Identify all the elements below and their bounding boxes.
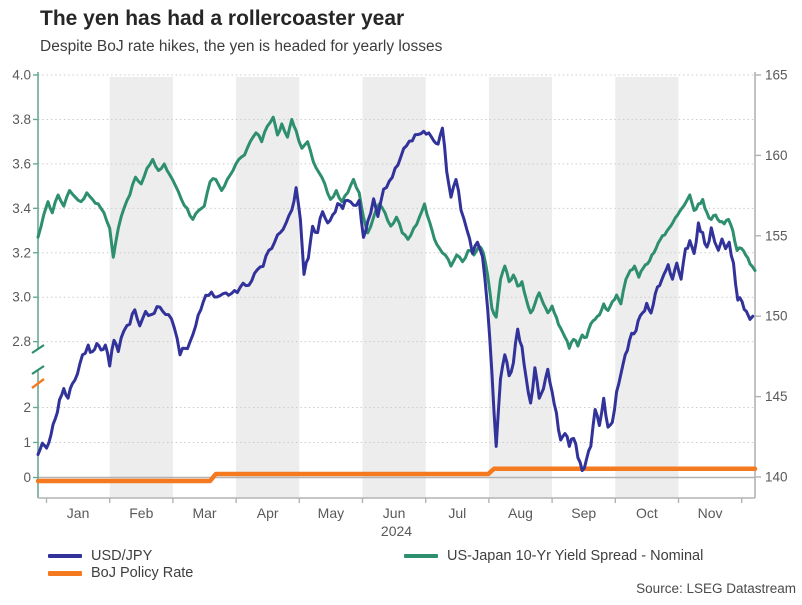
right-axis-tick-label: 150 bbox=[765, 309, 788, 324]
left-axis-tick-label: 2.8 bbox=[12, 334, 31, 349]
right-axis-tick-label: 160 bbox=[765, 148, 788, 163]
usdjpy-line-swatch bbox=[48, 554, 82, 558]
left-axis-tick-label: 3.4 bbox=[12, 201, 31, 216]
usdjpy-line bbox=[36, 126, 755, 473]
left-axis-tick-label: 3.6 bbox=[12, 156, 31, 171]
axis-break-mark-green-upper bbox=[31, 344, 45, 354]
yield-spread-line-swatch bbox=[404, 554, 438, 558]
legend-item-boj-rate: BoJ Policy Rate bbox=[48, 565, 193, 581]
boj-rate-line-swatch bbox=[48, 570, 82, 576]
month-label: May bbox=[318, 505, 344, 521]
month-label: Nov bbox=[698, 505, 723, 521]
boj-policy-rate-line bbox=[35, 466, 758, 484]
legend-item-usdjpy: USD/JPY bbox=[48, 548, 152, 564]
legend-label-yield-spread: US-Japan 10-Yr Yield Spread - Nominal bbox=[447, 548, 704, 564]
source-text: Source: LSEG Datastream bbox=[636, 581, 796, 596]
right-axis-tick-label: 155 bbox=[765, 228, 788, 243]
month-band bbox=[362, 77, 426, 498]
left-axis-tick-label: 2 bbox=[23, 400, 31, 415]
month-label: Jan bbox=[67, 505, 90, 521]
month-label: Sep bbox=[571, 505, 596, 521]
left-axis-tick-label: 0 bbox=[23, 470, 31, 485]
month-band bbox=[615, 77, 679, 498]
legend-item-yield-spread: US-Japan 10-Yr Yield Spread - Nominal bbox=[404, 548, 703, 564]
year-label: 2024 bbox=[381, 523, 412, 539]
month-label: Jul bbox=[448, 505, 466, 521]
right-axis-tick-label: 140 bbox=[765, 470, 788, 485]
legend-label-boj-rate: BoJ Policy Rate bbox=[91, 565, 194, 581]
right-axis-tick-label: 165 bbox=[765, 68, 788, 83]
month-band bbox=[109, 77, 173, 498]
month-label: Feb bbox=[129, 505, 153, 521]
left-axis-tick-label: 1 bbox=[23, 435, 31, 450]
month-label: Jun bbox=[383, 505, 406, 521]
month-label: Oct bbox=[636, 505, 658, 521]
month-label: Mar bbox=[192, 505, 216, 521]
right-axis-tick-label: 145 bbox=[765, 389, 788, 404]
chart-title: The yen has had a rollercoaster year bbox=[40, 7, 405, 30]
month-label: Apr bbox=[257, 505, 279, 521]
axis-break-mark-green-lower bbox=[31, 365, 45, 375]
left-axis-tick-label: 3.2 bbox=[12, 245, 31, 260]
month-label: Aug bbox=[508, 505, 533, 521]
left-axis-tick-label: 3.8 bbox=[12, 112, 31, 127]
left-axis-tick-label: 3.0 bbox=[12, 290, 31, 305]
month-band bbox=[236, 77, 300, 498]
yield-spread-line bbox=[36, 115, 757, 350]
left-axis-tick-label: 4.0 bbox=[12, 68, 31, 83]
chart-subtitle: Despite BoJ rate hikes, the yen is heade… bbox=[40, 38, 443, 55]
legend-label-usdjpy: USD/JPY bbox=[91, 548, 153, 564]
axis-break-mark-orange bbox=[31, 378, 45, 389]
